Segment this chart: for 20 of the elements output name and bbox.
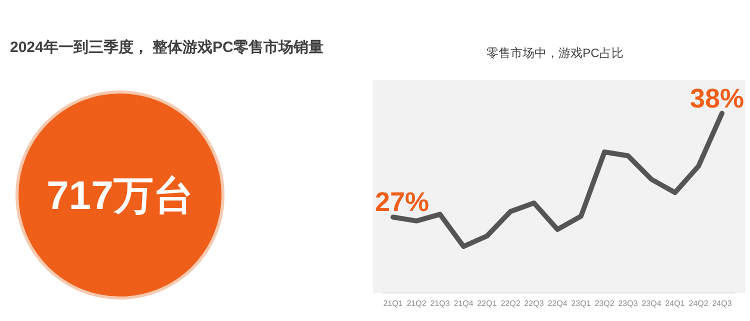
data-label: 27% xyxy=(375,187,430,218)
x-tick-label: 24Q3 xyxy=(712,299,732,308)
x-tick-label: 23Q3 xyxy=(618,299,638,308)
x-tick-label: 24Q2 xyxy=(688,299,709,308)
text: 717万台 xyxy=(46,174,194,218)
x-tick-label: 24Q1 xyxy=(665,299,686,308)
data-label: 38% xyxy=(690,83,744,114)
chart-title: 零售市场中，游戏PC占比 xyxy=(486,46,624,60)
text: 2024年一到三季度， 整体游戏PC零售市场销量 xyxy=(10,38,324,56)
x-tick-label: 22Q2 xyxy=(500,299,521,308)
x-tick-label: 21Q3 xyxy=(430,299,450,308)
x-tick-label: 23Q2 xyxy=(594,299,615,308)
x-tick-label: 23Q1 xyxy=(571,299,592,308)
x-tick-label: 22Q3 xyxy=(524,299,544,308)
x-tick-label: 21Q2 xyxy=(406,299,427,308)
x-tick-label: 23Q4 xyxy=(642,299,662,308)
x-tick-label: 22Q4 xyxy=(548,299,568,308)
x-tick-label: 21Q1 xyxy=(383,299,404,308)
x-tick-label: 22Q1 xyxy=(477,299,498,308)
x-tick-label: 21Q4 xyxy=(454,299,474,308)
